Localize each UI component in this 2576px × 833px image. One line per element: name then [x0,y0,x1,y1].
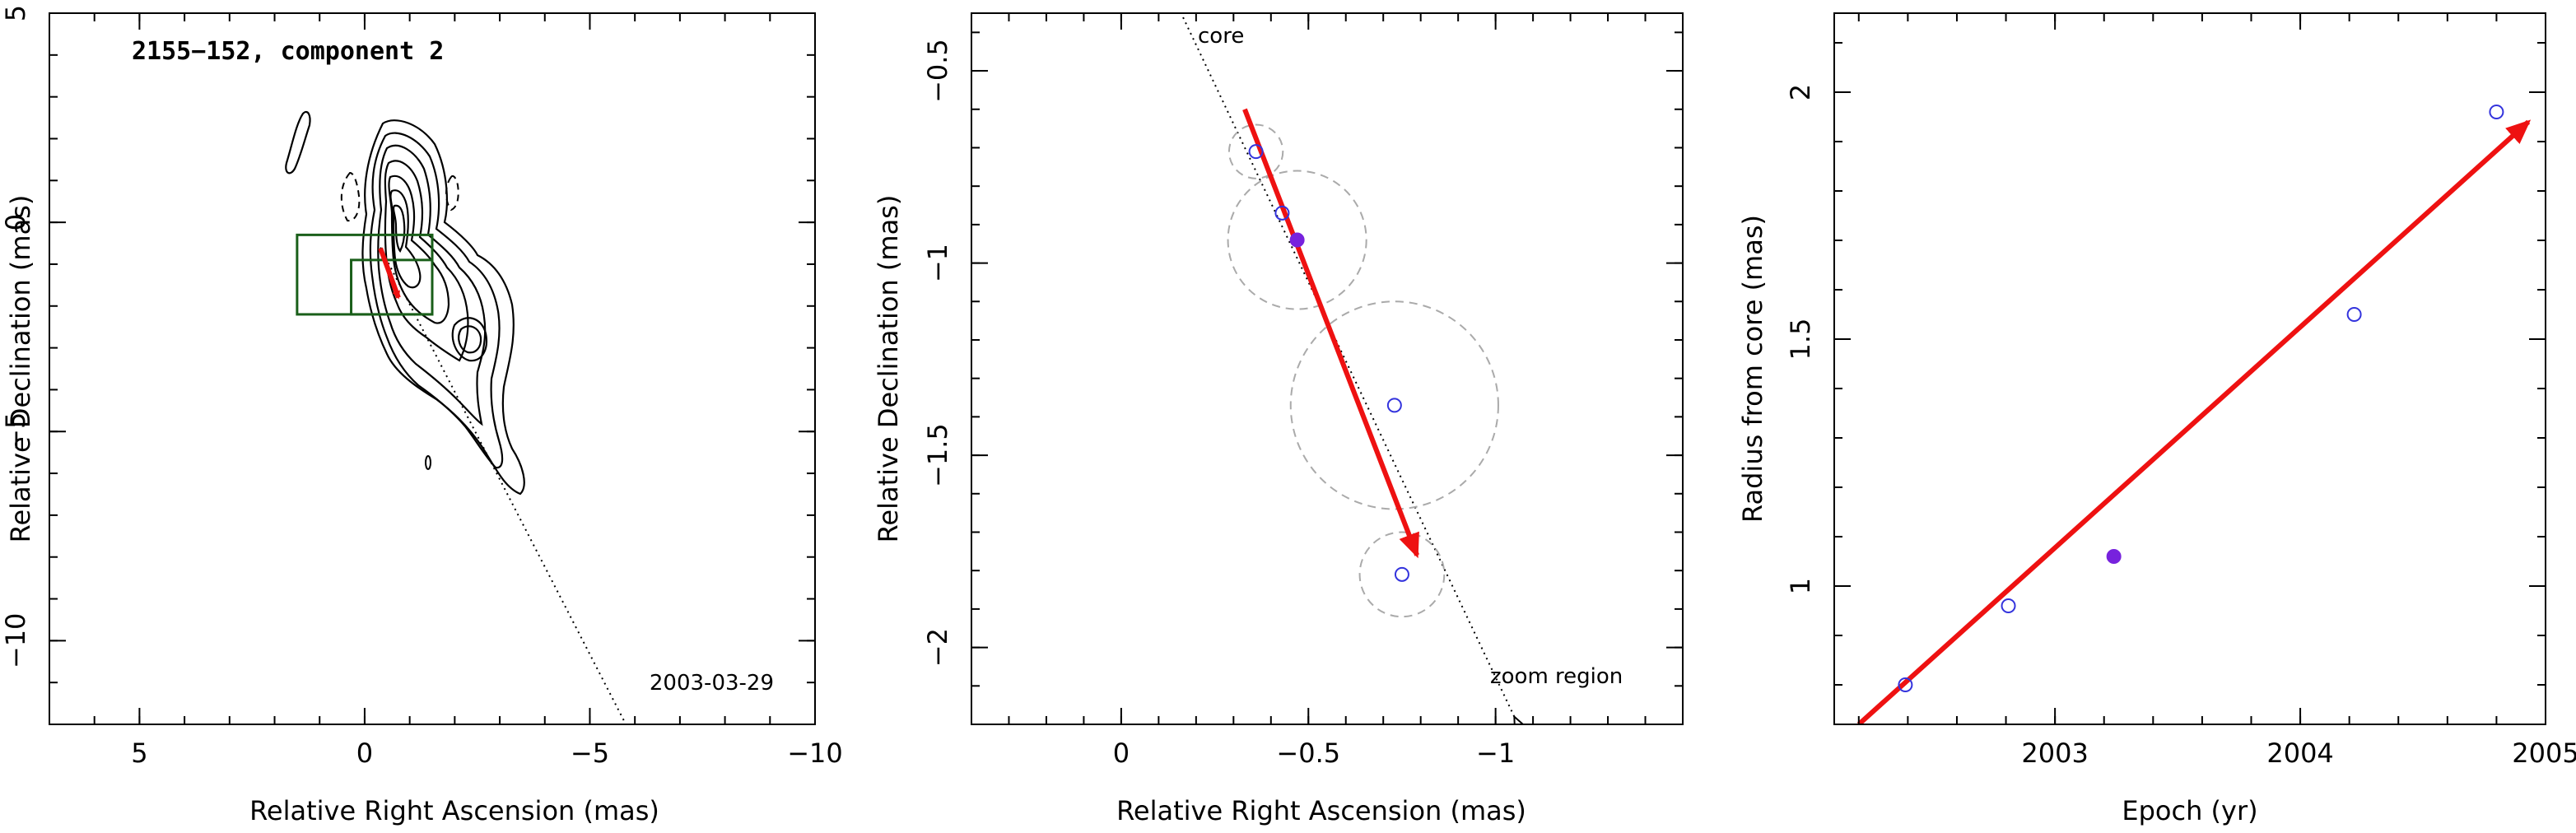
y-tick-label: −10 [0,613,31,669]
error-circle [1289,300,1499,510]
position-points [1248,144,1409,582]
x-axis-label: Epoch (yr) [2122,795,2257,826]
plot-frame [971,12,1684,725]
y-tick-label: 1.5 [1785,319,1816,361]
contour-negative-2 [445,175,459,212]
plot-frame [49,12,816,725]
trajectory-line [1180,13,1515,717]
x-tick-label: −5 [571,738,609,769]
tick-labels: 5 0 −5 −10 5 0 −5 −10 [0,5,843,769]
contour-layer [285,110,627,724]
radius-point [1898,677,1913,692]
y-tick-label: 1 [1785,578,1816,594]
y-tick-label: −1 [922,244,953,282]
y-axis-label: Radius from core (mas) [1737,215,1768,523]
zoom-plot-area [1180,13,1515,717]
trajectory-line [380,247,627,724]
position-point [1394,566,1409,582]
radius-points [1898,105,2504,692]
x-tick-label: 2003 [2021,738,2088,769]
y-tick-label: −5 [0,412,31,451]
position-point-current [1289,232,1305,248]
error-circle [1227,170,1367,310]
x-tick-label: −10 [787,738,843,769]
contour-knot-1 [451,317,488,362]
y-tick-label: −1.5 [922,423,953,487]
contour-level-3 [377,144,487,426]
contour-level-5 [388,175,450,324]
contour-small [425,455,431,470]
epoch-label: 2003-03-29 [650,671,774,696]
epoch-plot-area [1856,105,2532,724]
error-circle [1358,531,1446,618]
x-axis-label: Relative Right Ascension (mas) [1116,795,1526,826]
contour-knot-2 [458,325,482,354]
x-tick-label: −1 [1476,738,1515,769]
panel-radius-vs-epoch: 2003 2004 2005 1 1.5 2 Epoch (yr) Radius from… [1737,12,2576,826]
y-tick-label: −0.5 [922,39,953,103]
error-circle [1227,123,1284,179]
panel-zoom-positions: 0 −0.5 −1 −0.5 −1 −1.5 −2 core zoom region Rel… [873,12,1684,826]
radius-point-current [2106,549,2122,564]
zoom-region-annotation: zoom region [1490,664,1623,689]
x-tick-label: 2004 [2266,738,2333,769]
x-tick-label: 0 [1113,738,1130,769]
y-tick-label: −2 [922,628,953,667]
y-tick-label: 0 [0,214,31,230]
radius-point [2346,307,2362,322]
linear-fit-arrow [1856,119,2532,724]
panel-contour-map: 5 0 −5 −10 5 0 −5 −10 2155−152, component 2 200… [0,5,843,826]
contour-level-1 [361,119,525,496]
contour-negative-1 [340,171,361,222]
plot-frame [1833,12,2546,725]
contour-level-2 [369,132,504,469]
motion-arrow [1242,108,1419,559]
error-circles [1227,123,1499,618]
tick-labels: 0 −0.5 −1 −0.5 −1 −1.5 −2 [922,39,1515,769]
radius-point [2001,598,2016,613]
x-axis-label: Relative Right Ascension (mas) [249,795,659,826]
x-tick-label: 5 [131,738,147,769]
position-point [1248,144,1264,160]
x-tick-label: 0 [356,738,373,769]
axis-ticks [1834,13,2546,724]
contour-level-6 [389,189,422,289]
zoom-region-inner-box [350,258,434,316]
x-tick-label: −0.5 [1276,738,1340,769]
contour-isolated [285,110,311,175]
contour-level-4 [384,160,469,362]
position-point [1386,398,1402,413]
tick-labels: 2003 2004 2005 1 1.5 2 [1785,84,2576,769]
y-axis-label: Relative Declination (mas) [5,195,36,543]
y-tick-label: 2 [1785,84,1816,100]
axis-ticks [971,13,1684,725]
contour-level-7 [392,204,406,254]
y-axis-label: Relative Declination (mas) [873,195,904,543]
axis-ticks [49,12,816,725]
motion-arrow [378,247,401,300]
x-tick-label: 2005 [2512,738,2576,769]
core-annotation: core [1198,24,1244,49]
position-point [1274,205,1290,221]
panel-title: 2155−152, component 2 [132,37,444,66]
radius-point [2489,105,2504,119]
y-tick-label: 5 [0,5,31,21]
